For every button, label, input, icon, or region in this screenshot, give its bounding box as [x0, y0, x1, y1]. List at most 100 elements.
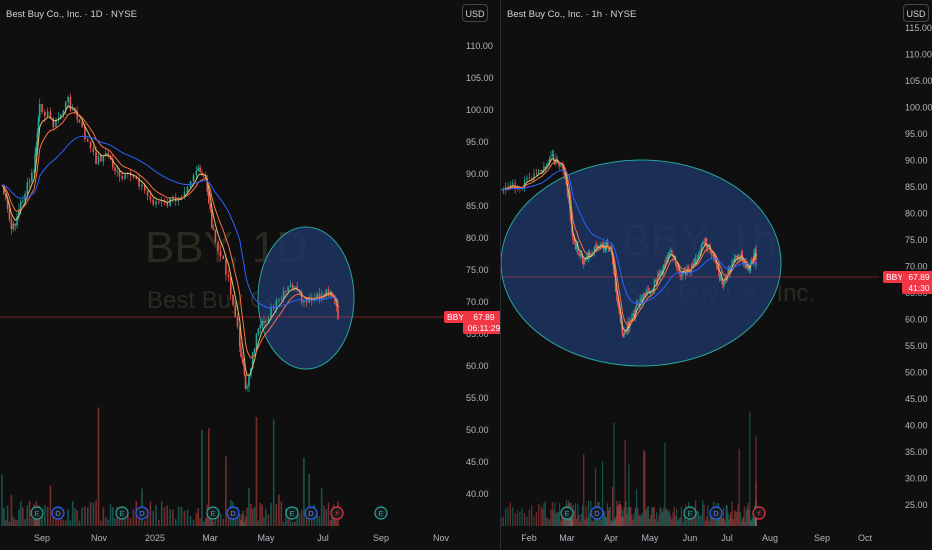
candle-body	[263, 320, 265, 323]
dividend-marker[interactable]	[304, 506, 318, 520]
right-chart-canvas[interactable]: BBY, 1hBest Buy Co., Inc.115.00110.00105…	[501, 0, 932, 550]
volume-bar	[143, 520, 146, 526]
candle-body	[576, 244, 578, 249]
volume-bar	[603, 511, 606, 526]
candle-body	[294, 286, 296, 289]
volume-bar	[556, 512, 558, 526]
candle-body	[541, 170, 544, 172]
volume-bar	[31, 518, 33, 526]
volume-bar	[717, 519, 719, 526]
volume-bar	[67, 509, 69, 526]
volume-bar	[71, 501, 74, 526]
volume-bar	[222, 518, 225, 526]
candle-body	[540, 169, 542, 172]
volume-bar	[291, 521, 294, 526]
volume-bar	[580, 513, 582, 526]
volume-bar	[514, 512, 516, 526]
candle-body	[270, 307, 272, 319]
candle-body	[639, 298, 641, 307]
candle-body	[627, 321, 629, 331]
volume-bar	[617, 504, 619, 526]
candle-body	[242, 358, 245, 365]
earnings-marker[interactable]	[115, 506, 129, 520]
earnings-marker[interactable]	[683, 506, 697, 520]
volume-bar	[303, 457, 305, 526]
candle-body	[560, 163, 562, 166]
candle-body	[680, 275, 683, 277]
ema-fast-line	[1, 105, 339, 377]
volume-bar	[270, 502, 272, 526]
candle-body	[49, 111, 52, 119]
volume-bar	[263, 517, 265, 526]
candle-body	[554, 161, 556, 164]
volume-bar	[747, 502, 749, 526]
volume-bar	[700, 515, 702, 526]
volume-bar	[44, 505, 46, 526]
volume-bar	[132, 508, 135, 526]
left-currency-button[interactable]: USD	[462, 4, 488, 22]
volume-bar	[697, 511, 700, 526]
candle-body	[265, 321, 267, 323]
volume-bar	[6, 505, 9, 526]
event-marker-label: D	[713, 509, 719, 518]
time-axis-label: Oct	[858, 533, 873, 543]
candle-body	[89, 141, 92, 149]
volume-bar	[605, 516, 608, 526]
right-chart-pane[interactable]: BBY, 1hBest Buy Co., Inc.115.00110.00105…	[501, 0, 932, 550]
price-axis-label: 75.00	[905, 235, 928, 245]
volume-bar	[174, 518, 177, 526]
dividend-marker[interactable]	[135, 506, 149, 520]
dividend-marker[interactable]	[226, 506, 240, 520]
candle-body	[514, 182, 516, 189]
volume-bar	[555, 513, 557, 526]
candle-body	[613, 265, 615, 275]
time-axis-label: Sep	[814, 533, 830, 543]
volume-bar	[177, 506, 180, 526]
volume-bar	[201, 429, 203, 526]
volume-bar	[100, 520, 102, 526]
earnings-marker[interactable]	[30, 506, 44, 520]
candle-body	[602, 243, 604, 246]
dividend-marker[interactable]	[51, 506, 65, 520]
volume-bar	[563, 516, 566, 526]
volume-bar	[129, 518, 132, 526]
volume-bar	[318, 516, 321, 526]
volume-bar	[97, 407, 100, 526]
candle-body	[163, 201, 166, 203]
right-currency-button[interactable]: USD	[903, 4, 929, 22]
volume-bar	[620, 505, 622, 526]
volume-bar	[251, 508, 254, 526]
earnings-marker[interactable]	[374, 506, 388, 520]
volume-bar	[36, 515, 39, 526]
volume-bar	[212, 520, 215, 526]
earnings-marker[interactable]	[206, 506, 220, 520]
left-chart-pane[interactable]: BBY, 1D Best Buy Co., Inc. 110.00 105.00 100…	[0, 0, 500, 550]
earnings-marker[interactable]	[285, 506, 299, 520]
candle-body	[272, 307, 275, 309]
volume-bar	[289, 517, 292, 526]
candle-body	[303, 300, 305, 303]
volume-bar	[246, 507, 248, 526]
volume-bar	[89, 502, 92, 526]
candle-body	[327, 289, 330, 294]
lightning-icon: ⚡	[756, 509, 762, 518]
candle-body	[754, 251, 756, 253]
candle-body	[660, 271, 662, 274]
candle-body	[632, 313, 634, 317]
dividend-marker[interactable]	[590, 506, 604, 520]
pane-divider[interactable]	[500, 0, 501, 550]
volume-bar	[560, 520, 562, 526]
event-marker-label: D	[230, 509, 236, 518]
volume-bar	[673, 506, 675, 526]
volume-bar	[114, 518, 116, 526]
candle-body	[33, 171, 35, 173]
dividend-marker[interactable]	[709, 506, 723, 520]
candle-body	[633, 313, 635, 318]
volume-bar	[638, 515, 640, 526]
candle-body	[744, 261, 746, 269]
earnings-marker[interactable]	[560, 506, 574, 520]
time-axis-label: Sep	[34, 533, 50, 543]
event-marker-label: D	[55, 509, 61, 518]
volume-bar	[581, 505, 584, 526]
